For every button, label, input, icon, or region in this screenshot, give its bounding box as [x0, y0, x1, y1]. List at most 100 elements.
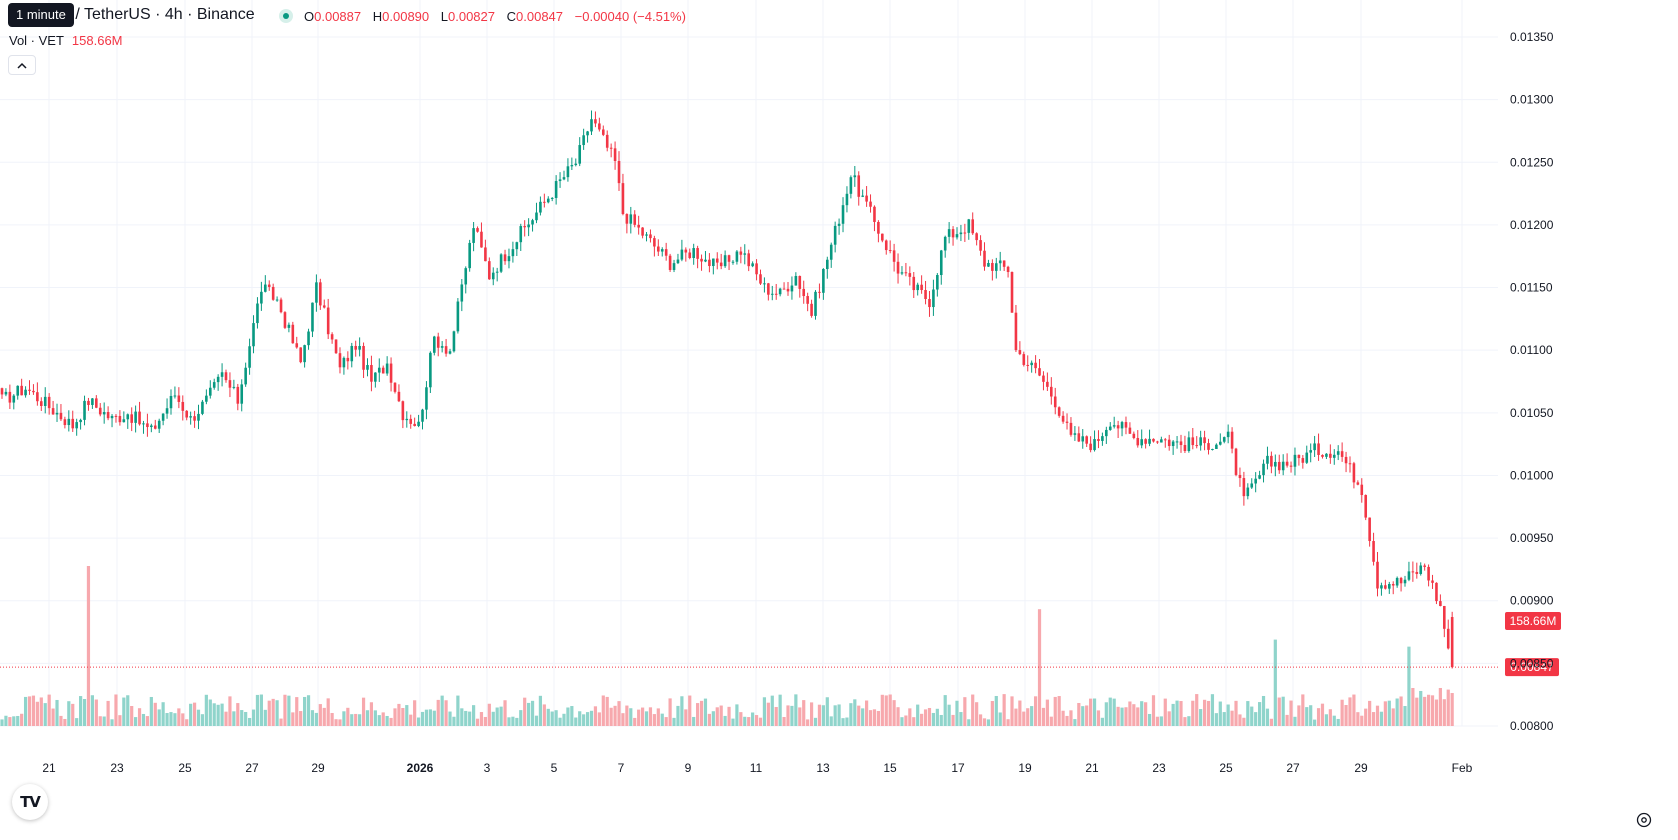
candle-body — [912, 276, 916, 291]
volume-bar — [967, 719, 971, 726]
candle-body — [12, 395, 16, 403]
candle-body — [193, 416, 196, 421]
candle-body — [1030, 362, 1033, 366]
volume-bar — [1077, 702, 1081, 726]
candle-body — [818, 291, 821, 293]
candle-body — [185, 410, 189, 418]
volume-bar — [912, 717, 916, 726]
candle-body — [1069, 422, 1073, 435]
volume-bar — [1265, 708, 1270, 726]
candle-body — [1293, 454, 1297, 467]
candle-body — [456, 301, 460, 332]
volume-bar — [365, 710, 370, 726]
candle-body — [692, 248, 695, 259]
volume-label: Vol · VET — [9, 33, 64, 48]
volume-bar — [1092, 698, 1097, 726]
volume-bar — [530, 700, 535, 726]
candle-body — [1195, 445, 1199, 447]
price-tick-label: 0.01250 — [1510, 155, 1554, 169]
candle-body — [495, 271, 499, 273]
volume-bar — [1045, 699, 1049, 726]
collapse-legend-button[interactable] — [8, 55, 36, 75]
tradingview-logo[interactable]: TV — [12, 784, 48, 820]
candle-body — [1230, 431, 1234, 449]
candle-body — [303, 345, 306, 363]
candle-body — [1226, 431, 1230, 438]
candle-body — [1207, 443, 1210, 450]
candle-body — [991, 263, 994, 271]
candle-body — [786, 288, 790, 292]
volume-bar — [1069, 710, 1073, 726]
candle-body — [334, 339, 338, 354]
volume-bar — [625, 705, 629, 726]
candle-body — [1061, 415, 1065, 422]
volume-value: 158.66M — [71, 33, 123, 48]
candle-body — [47, 396, 51, 409]
candle-body — [598, 123, 601, 130]
price-tick-label: 0.01300 — [1510, 93, 1554, 107]
time-tick-label: 27 — [1286, 761, 1300, 775]
candle-body — [1234, 448, 1238, 475]
time-tick-label: 3 — [484, 761, 491, 775]
candle-body — [240, 384, 244, 404]
volume-bar — [1391, 708, 1395, 726]
low-label: L — [440, 9, 448, 24]
volume-bar — [12, 716, 16, 726]
candle-body — [464, 268, 468, 285]
candle-body — [354, 345, 357, 350]
volume-bar — [1301, 694, 1305, 726]
volume-legend[interactable]: Vol · VET 158.66M — [9, 33, 123, 48]
volume-bar — [743, 716, 747, 726]
volume-bar — [134, 717, 138, 726]
volume-bar — [303, 696, 307, 726]
candle-body — [138, 411, 141, 425]
volume-bar — [1246, 701, 1250, 726]
candle-body — [1380, 585, 1383, 589]
candle-body — [645, 234, 648, 236]
candle-body — [177, 395, 181, 402]
settings-gear-icon[interactable] — [1634, 810, 1654, 830]
volume-bar — [373, 710, 377, 726]
volume-bar — [1403, 706, 1407, 726]
candle-body — [664, 249, 668, 256]
price-tick-label: 0.01000 — [1510, 468, 1554, 482]
candle-body — [684, 249, 688, 253]
volume-bar — [224, 711, 228, 726]
volume-bar — [71, 703, 75, 726]
candle-body — [157, 420, 161, 429]
candle-body — [841, 205, 845, 224]
candle-body — [550, 197, 554, 199]
candle-body — [877, 221, 880, 234]
time-tick-label: 23 — [110, 761, 124, 775]
candle-body — [1128, 427, 1132, 434]
candle-body — [1446, 628, 1450, 649]
volume-bar — [570, 706, 574, 726]
candle-body — [98, 407, 102, 415]
volume-bar — [841, 718, 845, 726]
volume-bar — [1041, 707, 1046, 726]
volume-bar — [1053, 696, 1057, 726]
volume-bar — [935, 708, 939, 726]
time-tick-label: 23 — [1152, 761, 1166, 775]
candle-body — [1450, 617, 1454, 668]
symbol-title[interactable]: n / TetherUS · 4h · Binance — [62, 6, 255, 23]
volume-bar — [47, 694, 51, 726]
candle-body — [385, 363, 389, 374]
volume-bar — [1112, 698, 1116, 726]
volume-bar — [361, 697, 366, 726]
candle-body — [586, 131, 589, 136]
candle-body — [279, 299, 283, 313]
candle-body — [1042, 375, 1045, 382]
volume-bar — [196, 709, 201, 726]
candle-body — [963, 232, 967, 234]
candle-body — [79, 419, 82, 423]
volume-bar — [550, 711, 554, 726]
volume-bar — [896, 707, 900, 726]
market-status-icon[interactable] — [279, 9, 293, 23]
candle-body — [735, 251, 739, 262]
volume-bar — [1195, 694, 1199, 726]
volume-bar — [169, 712, 173, 726]
time-tick-label: 2026 — [407, 761, 434, 775]
